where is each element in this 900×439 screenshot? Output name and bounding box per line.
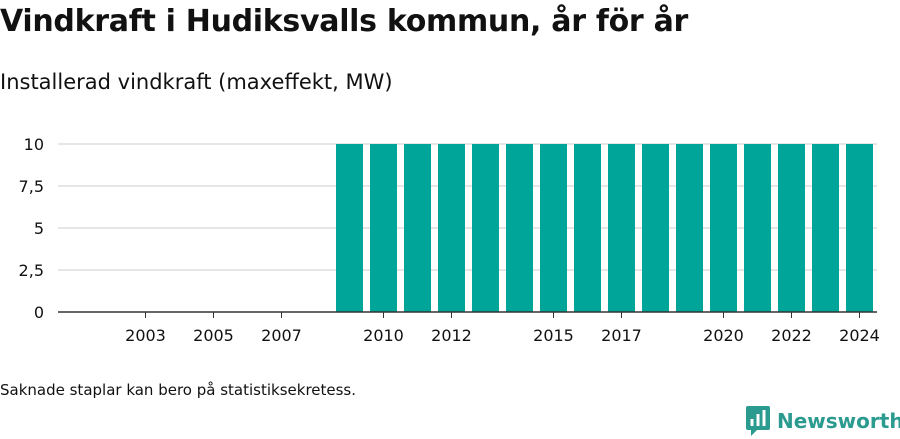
x-tick-label: 2012 xyxy=(431,326,472,345)
bar-2011 xyxy=(404,144,431,312)
bar-2023 xyxy=(812,144,839,312)
x-tick-label: 2024 xyxy=(839,326,880,345)
y-tick-label: 2,5 xyxy=(19,261,44,280)
bar-2022 xyxy=(778,144,805,312)
y-tick-label: 10 xyxy=(24,135,44,154)
bars xyxy=(336,144,873,312)
bar-2021 xyxy=(744,144,771,312)
bar-2016 xyxy=(574,144,601,312)
chart-subtitle: Installerad vindkraft (maxeffekt, MW) xyxy=(0,70,393,94)
footnote: Saknade staplar kan bero på statistiksek… xyxy=(0,381,357,399)
bar-2015 xyxy=(540,144,567,312)
bar-2014 xyxy=(506,144,533,312)
bar-2020 xyxy=(710,144,737,312)
bar-2009 xyxy=(336,144,363,312)
newsworthy-logo: Newsworthy xyxy=(745,405,900,437)
gridlines xyxy=(58,143,877,271)
bar-2017 xyxy=(608,144,635,312)
chart-title: Vindkraft i Hudiksvalls kommun, år för å… xyxy=(0,4,689,39)
bar-chart: 0 2,5 5 7,5 10 2003 2005 2007 2010 2012 2015 2017 20… xyxy=(19,135,880,345)
x-tick-label: 2007 xyxy=(261,326,302,345)
bar-2010 xyxy=(370,144,397,312)
bar-2012 xyxy=(438,144,465,312)
bar-2024 xyxy=(846,144,873,312)
x-tick-label: 2010 xyxy=(363,326,404,345)
brand-name: Newsworthy xyxy=(777,409,900,433)
axes: 0 2,5 5 7,5 10 2003 2005 2007 2010 2012 2015 2017 20… xyxy=(19,135,880,345)
bar-2019 xyxy=(676,144,703,312)
bar-2013 xyxy=(472,144,499,312)
y-tick-label: 7,5 xyxy=(19,177,44,196)
x-tick-label: 2005 xyxy=(193,326,234,345)
bar-2018 xyxy=(642,144,669,312)
x-tick-label: 2020 xyxy=(703,326,744,345)
y-tick-label: 0 xyxy=(34,303,44,322)
bar-chart-speech-bubble-icon xyxy=(746,406,770,436)
x-tick-label: 2017 xyxy=(601,326,642,345)
x-tick-label: 2022 xyxy=(771,326,812,345)
y-tick-label: 5 xyxy=(34,219,44,238)
x-tick-label: 2015 xyxy=(533,326,574,345)
x-tick-label: 2003 xyxy=(125,326,166,345)
